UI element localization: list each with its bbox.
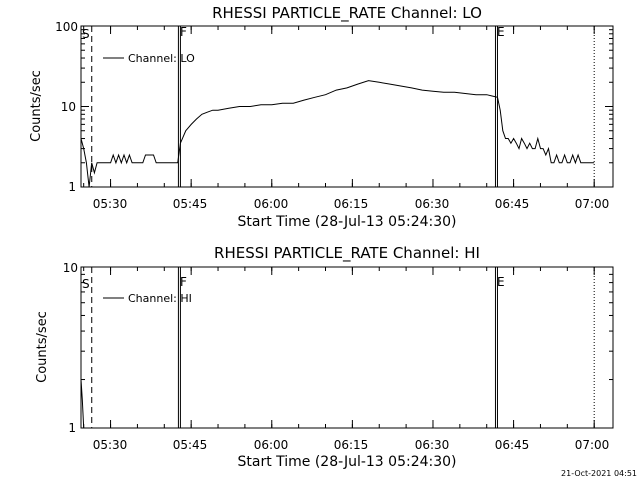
x-tick-label-hi-0615: 06:15 — [334, 438, 369, 452]
chart-title-lo: RHESSI PARTICLE_RATE Channel: LO — [212, 4, 482, 23]
x-tick-label-lo-0645: 06:45 — [495, 197, 530, 211]
marker-label-hi-s: S — [82, 277, 90, 291]
x-tick-label-lo-0545: 05:45 — [173, 197, 208, 211]
y-tick-label-hi-10: 10 — [63, 261, 78, 275]
legend-label-lo: Channel: LO — [128, 52, 195, 65]
marker-label-lo-f: F — [180, 25, 187, 39]
y-ticks-lo: 1 10 100 — [55, 20, 78, 194]
marker-label-lo-e: E — [497, 25, 505, 39]
x-tick-label-lo-0700: 07:00 — [575, 197, 610, 211]
marker-labels-lo: S F E — [82, 25, 505, 41]
panel-hi: RHESSI PARTICLE_RATE Channel: HI Start T… — [35, 244, 614, 470]
x-tick-label-hi-0530: 05:30 — [93, 438, 128, 452]
x-tick-label-hi-0700: 07:00 — [575, 438, 610, 452]
marker-label-lo-s: S — [82, 27, 90, 41]
marker-labels-hi: S F E — [82, 275, 505, 291]
x-axis-label-hi: Start Time (28-Jul-13 05:24:30) — [237, 454, 456, 470]
legend-lo: Channel: LO — [103, 52, 195, 65]
y-tick-label-lo-10: 10 — [61, 100, 76, 114]
y-tick-label-lo-100: 100 — [55, 20, 78, 34]
y-tick-label-lo-1: 1 — [68, 180, 76, 194]
x-tick-label-hi-0600: 06:00 — [254, 438, 289, 452]
footer-timestamp: 21-Oct-2021 04:51 — [561, 469, 637, 478]
x-tick-label-hi-0645: 06:45 — [495, 438, 530, 452]
chart-marks-hi — [80, 266, 613, 429]
chart-marks-lo — [80, 25, 613, 188]
series-line-lo-0 — [80, 80, 595, 188]
x-tick-label-lo-0530: 05:30 — [93, 197, 128, 211]
x-tick-label-lo-0600: 06:00 — [254, 197, 289, 211]
x-ticks-lo: 05:30 05:45 06:00 06:15 06:30 06:45 07:0… — [93, 197, 610, 211]
x-tick-label-lo-0630: 06:30 — [415, 197, 450, 211]
series-line-hi-0 — [80, 379, 85, 429]
legend-hi: Channel: HI — [103, 292, 192, 305]
plot-frame-hi — [80, 266, 614, 429]
x-tick-label-hi-0630: 06:30 — [415, 438, 450, 452]
y-ticks-hi: 1 10 — [63, 261, 78, 435]
x-tick-label-hi-0545: 05:45 — [173, 438, 208, 452]
y-tick-label-hi-1: 1 — [68, 421, 76, 435]
legend-label-hi: Channel: HI — [128, 292, 192, 305]
y-axis-label-lo: Counts/sec — [29, 70, 44, 142]
chart-title-hi: RHESSI PARTICLE_RATE Channel: HI — [214, 244, 480, 263]
marker-label-hi-f: F — [180, 275, 187, 289]
marker-label-hi-e: E — [497, 275, 505, 289]
x-axis-label-lo: Start Time (28-Jul-13 05:24:30) — [237, 214, 456, 230]
panel-lo: RHESSI PARTICLE_RATE Channel: LO Start T… — [29, 4, 614, 230]
x-tick-label-lo-0615: 06:15 — [334, 197, 369, 211]
y-axis-label-hi: Counts/sec — [35, 311, 50, 383]
x-ticks-hi: 05:30 05:45 06:00 06:15 06:30 06:45 07:0… — [93, 438, 610, 452]
